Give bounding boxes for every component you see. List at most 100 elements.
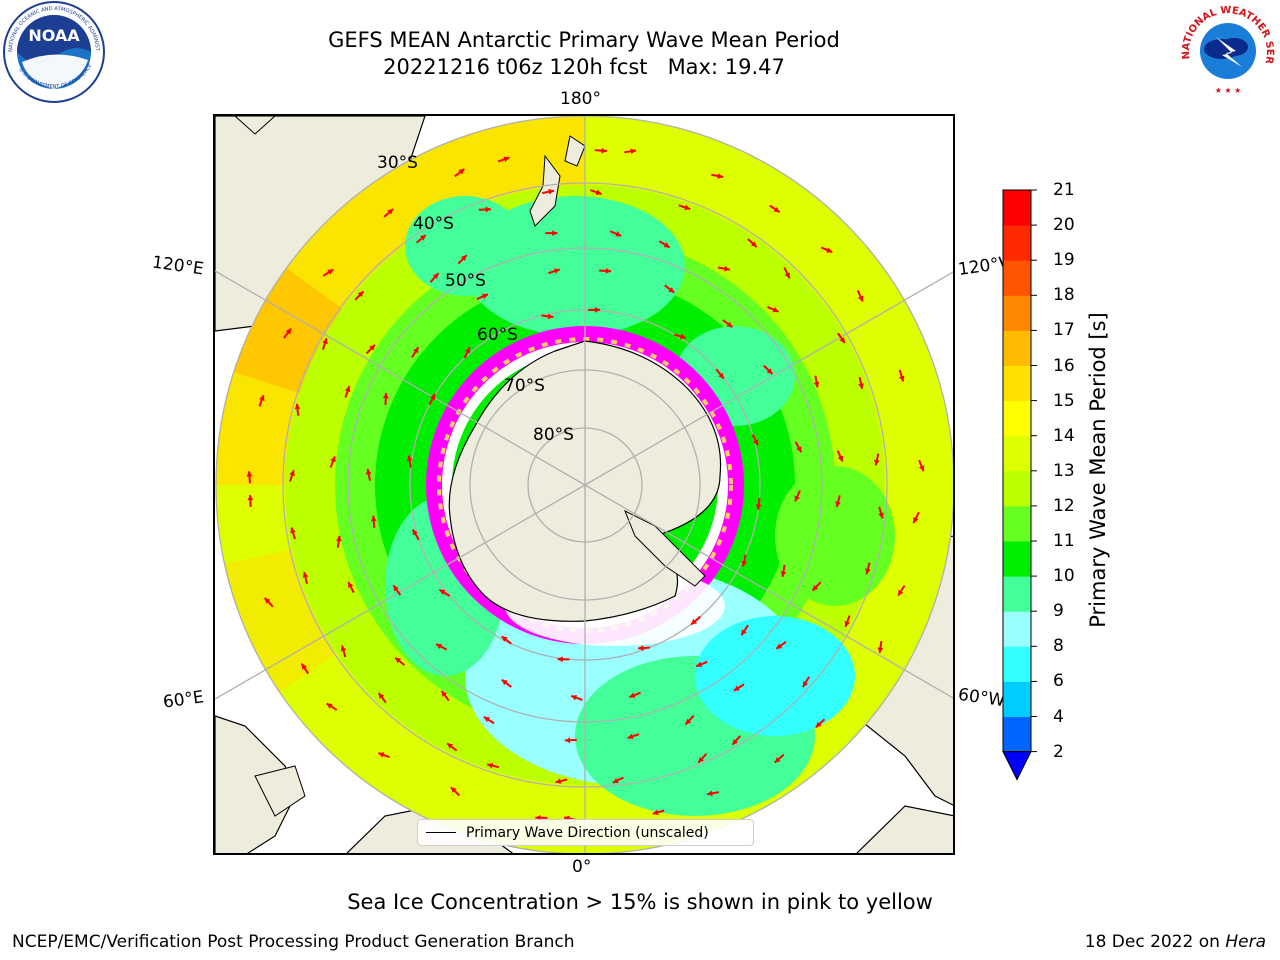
- wave-direction-arrowhead: [458, 168, 465, 175]
- colorbar-label: Primary Wave Mean Period [s]: [1086, 312, 1110, 628]
- wave-direction-arrowhead: [247, 494, 254, 501]
- wave-direction-arrowhead: [652, 809, 659, 816]
- wave-direction-arrowhead: [717, 173, 724, 179]
- lon-label-lower-left: 60°E: [161, 687, 206, 713]
- wave-direction-arrowhead: [285, 328, 292, 335]
- legend-line-swatch: [426, 832, 456, 833]
- wave-direction-arrowhead: [294, 403, 301, 410]
- wave-direction-arrowhead: [877, 647, 884, 654]
- wave-direction-arrowhead: [436, 643, 443, 649]
- wave-direction-arrowhead: [858, 383, 864, 389]
- wave-direction-arrowhead: [483, 716, 490, 723]
- colorbar-segment: [1003, 716, 1031, 753]
- wave-direction-arrowhead: [629, 692, 636, 698]
- wave-direction-arrowhead: [419, 234, 426, 241]
- colorbar-tick-label: 9: [1053, 601, 1064, 622]
- colorbar-tick-label: 17: [1053, 320, 1075, 341]
- colorbar-segment: [1003, 400, 1031, 437]
- wave-direction-arrowhead: [857, 295, 864, 302]
- wave-direction-arrowhead: [487, 762, 494, 769]
- colorbar-tick-label: 4: [1053, 706, 1064, 727]
- wave-direction-arrowhead: [501, 636, 508, 642]
- noaa-logo: NOAA NATIONAL OCEANIC AND ATMOSPHERIC AD…: [0, 0, 106, 108]
- svg-text:NOAA: NOAA: [28, 26, 80, 45]
- wave-direction-arrowhead: [378, 693, 385, 699]
- wave-direction-arrowhead: [696, 661, 703, 668]
- wave-direction-arrowhead: [812, 584, 819, 591]
- wave-direction-arrowhead: [733, 685, 740, 691]
- wave-direction-arrowhead: [369, 344, 376, 351]
- wave-direction-arrowhead: [450, 787, 457, 793]
- colorbar-segment: [1003, 435, 1031, 472]
- wave-direction-arrowhead: [898, 589, 904, 596]
- colorbar-tick-label: 8: [1053, 636, 1064, 657]
- wave-direction-arrowhead: [874, 459, 880, 466]
- colorbar-segment: [1003, 225, 1031, 261]
- wave-direction-arrowhead: [630, 148, 637, 155]
- wave-direction-arrowhead: [406, 455, 413, 462]
- wave-direction-arrowhead: [878, 512, 884, 519]
- legend-label: Primary Wave Direction (unscaled): [466, 824, 709, 841]
- wave-direction-arrowhead: [718, 372, 724, 379]
- wave-direction-arrowhead: [340, 645, 347, 652]
- wave-direction-arrowhead: [464, 347, 471, 354]
- wave-direction-arrowhead: [393, 585, 399, 592]
- colorbar-tick-label: 13: [1053, 460, 1075, 481]
- wave-direction-arrowhead: [395, 657, 402, 664]
- wave-direction-arrowhead: [826, 247, 833, 253]
- colorbar-tick-label: 19: [1053, 250, 1075, 271]
- wave-direction-arrowhead: [698, 756, 704, 763]
- wave-direction-arrowhead: [784, 272, 790, 279]
- colorbar-extend-triangle: [1002, 751, 1032, 781]
- colorbar-segment: [1003, 365, 1031, 402]
- colorbar-segment: [1003, 330, 1031, 366]
- wave-direction-arrowhead: [837, 455, 844, 462]
- wave-direction-arrowhead: [780, 571, 787, 577]
- wave-direction-arrowhead: [552, 230, 558, 236]
- wave-direction-arrowhead: [685, 718, 692, 725]
- colorbar-segment: [1003, 470, 1031, 507]
- wave-direction-arrowhead: [605, 268, 612, 274]
- wave-direction-arrowhead: [382, 392, 389, 399]
- wave-direction-arrowhead: [796, 446, 802, 453]
- wave-direction-arrowhead: [412, 529, 418, 536]
- wave-direction-arrowhead: [485, 206, 491, 213]
- colorbar-tick-label: 21: [1053, 180, 1075, 200]
- wave-direction-arrowhead: [595, 189, 602, 195]
- wave-direction-arrowhead: [413, 347, 419, 354]
- wave-direction-arrowhead: [668, 287, 675, 293]
- wave-direction-arrowhead: [378, 752, 385, 758]
- lat-label-30s: 30°S: [377, 153, 418, 173]
- wave-direction-arrowhead: [601, 147, 607, 154]
- wave-direction-arrowhead: [553, 268, 560, 274]
- wave-direction-arrowhead: [594, 306, 601, 313]
- wave-direction-arrowhead: [773, 206, 780, 213]
- wave-direction-arrowhead: [835, 501, 841, 507]
- wave-direction-arrowhead: [750, 241, 757, 247]
- map-panel: 30°S 40°S 50°S 60°S 70°S 80°S Primary Wa…: [213, 114, 955, 855]
- wave-direction-arrowhead: [726, 321, 733, 328]
- wave-direction-arrowhead: [482, 293, 489, 300]
- colorbar-segment: [1003, 611, 1031, 647]
- wave-direction-arrowhead: [322, 338, 328, 345]
- wave-direction-arrowhead: [548, 188, 555, 195]
- wave-direction-arrowhead: [259, 395, 265, 402]
- sea-ice-note: Sea Ice Concentration > 15% is shown in …: [347, 890, 933, 914]
- wave-direction-arrowhead: [815, 721, 822, 728]
- wave-direction-arrowhead: [753, 439, 759, 446]
- colorbar-segment: [1003, 190, 1031, 226]
- colorbar-segment: [1003, 260, 1031, 296]
- colorbar-segment: [1003, 295, 1031, 331]
- wave-direction-arrowhead: [327, 269, 334, 275]
- wave-direction-arrowhead: [571, 694, 578, 701]
- wave-direction-arrowhead: [330, 456, 336, 463]
- wave-direction-arrowhead: [638, 645, 644, 651]
- footer-date-text: 18 Dec 2022 on: [1084, 932, 1220, 952]
- wave-direction-arrowhead: [755, 504, 762, 510]
- wave-direction-arrowhead: [615, 231, 622, 237]
- wave-direction-arrowhead: [772, 306, 779, 313]
- wave-direction-arrowhead: [913, 517, 919, 524]
- wave-direction-arrowhead: [301, 663, 307, 670]
- wave-direction-arrowhead: [612, 777, 619, 784]
- wave-direction-arrowhead: [774, 756, 781, 763]
